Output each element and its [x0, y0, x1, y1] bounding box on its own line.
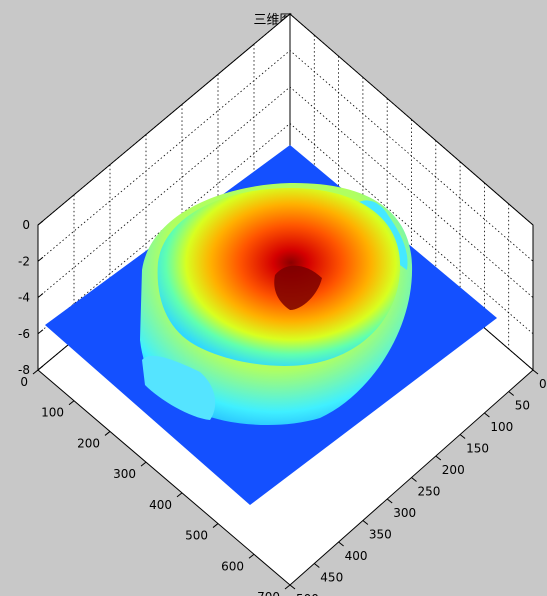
- x-tick-mark: [508, 391, 515, 396]
- surface-peak: [274, 265, 322, 310]
- x-tick-label: 100: [490, 420, 513, 434]
- y-tick-label: 600: [221, 559, 244, 573]
- x-tick-mark: [289, 584, 296, 590]
- y-tick-label: 400: [149, 498, 172, 512]
- x-tick-mark: [459, 434, 466, 439]
- z-tick-mark: [37, 293, 44, 298]
- y-tick-label: 700: [257, 590, 280, 596]
- y-tick-label: 200: [77, 436, 100, 450]
- surface: [45, 145, 497, 505]
- y-tick-label: 0: [20, 375, 28, 389]
- x-tick-mark: [532, 369, 539, 375]
- x-tick-label: 200: [442, 463, 465, 477]
- x-tick-label: 150: [466, 442, 489, 456]
- z-tick-label: -2: [18, 254, 30, 268]
- y-tick-label: 100: [41, 406, 64, 420]
- x-tick-label: 50: [515, 399, 530, 413]
- z-tick-label: -4: [18, 291, 30, 305]
- y-axis-ticks: 0 100 200 300 400 500 600 700: [20, 369, 291, 596]
- x-tick-label: 400: [345, 549, 368, 563]
- x-tick-mark: [338, 541, 344, 547]
- z-tick-label: 0: [22, 218, 30, 232]
- x-tick-mark: [362, 520, 369, 525]
- z-tick-mark: [37, 365, 44, 371]
- y-tick-label: 300: [113, 467, 136, 481]
- z-tick-label: -6: [18, 327, 30, 341]
- y-tick-mark: [68, 400, 75, 406]
- x-tick-label: 350: [369, 528, 392, 542]
- y-tick-mark: [248, 553, 255, 559]
- z-tick-mark: [37, 220, 44, 226]
- x-tick-mark: [411, 477, 417, 482]
- x-tick-label: 250: [418, 485, 441, 499]
- z-tick-mark: [37, 329, 44, 335]
- y-tick-label: 500: [185, 529, 208, 543]
- x-tick-mark: [313, 563, 320, 568]
- x-tick-mark: [435, 455, 442, 461]
- x-tick-label: 300: [393, 506, 416, 520]
- x-tick-label: 450: [320, 571, 343, 585]
- y-tick-mark: [140, 461, 147, 467]
- y-tick-mark: [104, 431, 111, 436]
- y-tick-mark: [176, 492, 183, 498]
- z-axis-ticks: 0 -2 -4 -6 -8: [18, 218, 44, 377]
- surface-bump-left: [142, 355, 216, 420]
- x-tick-mark: [386, 498, 393, 504]
- x-tick-mark: [484, 412, 490, 418]
- y-tick-mark: [284, 584, 291, 590]
- y-tick-mark: [32, 369, 39, 375]
- z-tick-mark: [37, 256, 44, 262]
- x-tick-label: 500: [296, 592, 319, 596]
- y-tick-mark: [212, 523, 219, 528]
- z-tick-label: -8: [18, 363, 30, 377]
- x-tick-label: 0: [539, 377, 547, 391]
